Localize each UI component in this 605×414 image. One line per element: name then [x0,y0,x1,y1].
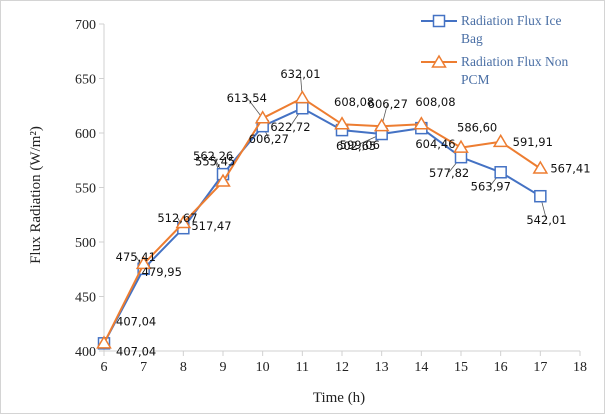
legend-marker-triangle [431,54,447,68]
legend-label-ice-bag-line1: Radiation Flux Ice [461,13,561,28]
x-tick-label: 8 [180,360,187,375]
data-point-triangle [175,214,192,229]
data-label: 517,47 [191,219,231,233]
data-point-square [296,101,309,115]
data-point-triangle [135,255,152,270]
data-point-square [494,166,507,179]
data-labels: 407,04475,41512,67562,26606,27622,72602,… [116,67,591,358]
x-tick-label: 7 [140,360,147,375]
data-label: 622,72 [270,120,310,134]
x-tick-label: 12 [335,360,349,375]
x-tick-label: 14 [414,360,428,375]
x-tick-label: 15 [454,360,468,375]
data-label: 475,41 [116,250,156,264]
data-point-triangle [96,335,112,349]
data-label: 606,27 [368,97,408,111]
legend-item-ice-bag: Radiation Flux Ice Bag [421,13,561,46]
data-label-leader [246,96,263,119]
data-label: 599,06 [340,138,380,152]
x-tick-label: 17 [533,360,547,375]
data-label: 479,95 [142,265,182,279]
x-axis-ticks: 6 7 8 9 10 11 12 13 14 15 16 17 18 [101,351,587,375]
data-point-triangle [294,90,311,104]
data-point-square [454,150,468,164]
data-label: 512,67 [157,211,197,225]
data-label: 613,54 [227,91,267,105]
data-label: 606,27 [249,132,289,146]
data-label: 602,65 [336,139,376,153]
x-tick-label: 18 [573,360,587,375]
data-point-triangle [453,139,469,153]
x-tick-label: 10 [256,360,270,375]
legend-item-non-pcm: Radiation Flux Non PCM [421,54,568,87]
legend-label-non-pcm-line2: PCM [461,72,490,87]
data-point-triangle [532,160,549,174]
x-tick-label: 9 [220,360,227,375]
data-label: 591,91 [513,135,553,149]
data-point-triangle [492,133,509,148]
x-tick-label: 13 [375,360,389,375]
y-tick-label: 600 [75,127,96,142]
data-label: 608,08 [415,95,455,109]
x-tick-label: 16 [494,360,508,375]
data-label: 586,60 [457,121,497,135]
data-label: 567,41 [550,162,590,176]
series-line-1 [103,97,541,344]
legend: Radiation Flux Ice Bag Radiation Flux No… [421,13,568,87]
data-label: 604,46 [415,137,455,151]
data-label: 562,26 [193,149,233,163]
data-label: 563,97 [471,179,511,193]
data-point-triangle [254,110,271,124]
data-label: 608,08 [334,95,374,109]
data-label: 407,04 [116,314,156,328]
legend-label-non-pcm-line1: Radiation Flux Non [461,54,568,69]
y-axis-ticks: 400 450 500 550 600 650 700 [75,18,104,360]
y-tick-label: 400 [75,345,96,360]
x-tick-label: 6 [101,360,108,375]
data-point-triangle [334,116,350,130]
y-tick-label: 450 [75,291,96,306]
series-group [96,90,549,350]
x-axis-title: Time (h) [313,390,365,406]
y-tick-label: 500 [75,236,96,251]
data-point-triangle [373,118,390,132]
data-label: 577,82 [429,166,469,180]
legend-label-ice-bag-line2: Bag [461,31,483,46]
series-line-0 [103,107,541,344]
legend-marker-square [432,14,446,28]
data-point-triangle [215,173,231,187]
data-point-square [534,189,547,203]
data-label: 407,04 [116,344,156,358]
y-tick-label: 650 [75,73,96,88]
data-point-triangle [413,116,430,130]
y-tick-label: 700 [75,18,96,33]
data-label: 542,01 [526,213,566,227]
x-tick-label: 11 [296,360,309,375]
y-tick-label: 550 [75,182,96,197]
data-label: 632,01 [280,67,320,81]
data-label: 555,45 [195,155,235,169]
y-axis-title: Flux Radiation (W/m²) [28,126,44,264]
